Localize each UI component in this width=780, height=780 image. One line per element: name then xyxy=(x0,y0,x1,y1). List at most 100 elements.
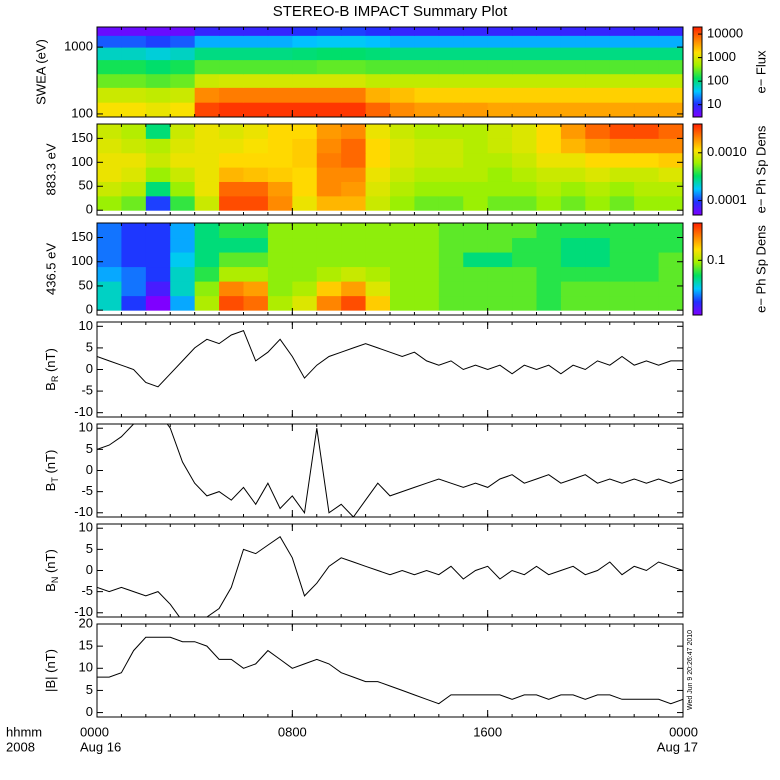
spectrogram-cell xyxy=(536,47,562,61)
y-axis-label: 436.5 eV xyxy=(43,243,58,295)
spectrogram-cell xyxy=(145,87,171,103)
spectrogram-cell xyxy=(243,138,269,154)
spectrogram-cell xyxy=(316,195,342,211)
spectrogram-cell xyxy=(487,73,513,88)
spectrogram-cell xyxy=(609,27,635,36)
y-label-unit: (nT) xyxy=(43,649,58,676)
colorbar xyxy=(692,26,703,118)
spectrogram-cell xyxy=(341,35,367,48)
spectrogram-cell xyxy=(560,102,586,117)
spectrogram-cell xyxy=(609,73,635,88)
spectrogram-cell xyxy=(170,281,196,297)
spectrogram-cell xyxy=(365,27,391,36)
spectrogram-cell xyxy=(390,59,415,75)
spectrogram-cell xyxy=(634,195,660,211)
spectrogram-cell xyxy=(634,295,660,311)
spectrogram-cell xyxy=(609,124,635,139)
spectrogram-cell xyxy=(390,295,415,311)
spectrogram-cell xyxy=(658,167,683,182)
y-tick-label: 0 xyxy=(86,202,93,217)
spectrogram-cell xyxy=(512,138,537,154)
spectrogram-cell xyxy=(341,295,367,311)
spectrogram-cell xyxy=(609,266,635,282)
spectrogram-cell xyxy=(292,138,318,154)
spectrogram-cell xyxy=(560,167,586,182)
spectrogram-cell xyxy=(438,59,464,75)
spectrogram-cell xyxy=(365,223,391,239)
spectrogram-cell xyxy=(585,181,611,197)
spectrogram-cell xyxy=(487,138,513,154)
spectrogram-cell xyxy=(365,124,391,139)
y-tick-label: 0 xyxy=(86,704,93,719)
spectrogram-cell xyxy=(267,102,293,117)
spectrogram-cell xyxy=(634,181,660,197)
y-tick-label: -5 xyxy=(81,583,93,598)
x-tick-date: Aug 17 xyxy=(657,739,698,754)
spectrogram-cell xyxy=(170,266,196,282)
x-tick-date: Aug 16 xyxy=(80,739,121,754)
field-trace xyxy=(97,329,683,388)
spectrogram-cell xyxy=(512,124,537,139)
spectrogram-cell xyxy=(560,223,586,239)
y-tick-label: 100 xyxy=(71,253,93,268)
colorbar xyxy=(692,222,703,316)
spectrogram-cell xyxy=(97,59,122,75)
spectrogram-cell xyxy=(463,295,489,311)
y-label-unit: (nT) xyxy=(43,450,58,477)
spectrogram-cell xyxy=(145,195,171,211)
spectrogram-cell xyxy=(560,195,586,211)
y-label-symbol: |B| xyxy=(43,677,58,692)
y-axis-label: |B| (nT) xyxy=(43,649,58,692)
spectrogram-cell xyxy=(536,73,562,88)
spectrogram-cell xyxy=(658,73,683,88)
colorbar-tick-label: 100 xyxy=(707,73,729,88)
spectrogram-cell xyxy=(365,73,391,88)
spectrogram-cell xyxy=(634,223,660,239)
spectrogram-cell xyxy=(194,181,220,197)
colorbar-title: e− Flux xyxy=(753,50,768,93)
spectrogram-cell xyxy=(292,181,318,197)
spectrogram-cell xyxy=(658,252,683,268)
spectrogram-cell xyxy=(438,73,464,88)
panel-frame xyxy=(96,623,684,718)
spectrogram-cell xyxy=(609,102,635,117)
y-tick-label: -10 xyxy=(74,504,93,519)
spectrogram-cell xyxy=(267,138,293,154)
spectrogram-cell xyxy=(219,47,244,61)
spectrogram-cell xyxy=(341,138,367,154)
spectrogram-cell xyxy=(121,102,147,117)
spectrogram-cell xyxy=(267,27,293,36)
x-tick-label: 0000 xyxy=(669,724,698,739)
spectrogram-cell xyxy=(463,59,489,75)
spectrogram-cell xyxy=(243,59,269,75)
y-axis-label: SWEA (eV) xyxy=(33,39,48,105)
spectrogram-cell xyxy=(365,167,391,182)
spectrogram-cell xyxy=(243,281,269,297)
spectrogram-cell xyxy=(97,281,122,297)
spectrogram-cell xyxy=(634,252,660,268)
y-tick-label: -5 xyxy=(81,383,93,398)
spectrogram-cell xyxy=(634,124,660,139)
y-tick-label: 5 xyxy=(86,682,93,697)
spectrogram-cell xyxy=(316,266,342,282)
spectrogram-cell xyxy=(560,295,586,311)
field-trace xyxy=(97,636,683,705)
y-tick-label: 100 xyxy=(71,105,93,120)
spectrogram-cell xyxy=(145,295,171,311)
spectrogram-cell xyxy=(560,87,586,103)
spectrogram-cell xyxy=(194,138,220,154)
spectrogram-cell xyxy=(97,35,122,48)
spectrogram-cell xyxy=(170,35,196,48)
spectrogram-cell xyxy=(267,295,293,311)
spectrogram-cell xyxy=(414,47,440,61)
spectrogram-cell xyxy=(316,124,342,139)
spectrogram-cell xyxy=(194,47,220,61)
colorbar-tick-label: 0.0010 xyxy=(707,144,747,159)
spectrogram-cell xyxy=(194,35,220,48)
spectrogram-cell xyxy=(414,181,440,197)
spectrogram-cell xyxy=(194,59,220,75)
spectrogram-cell xyxy=(390,167,415,182)
spectrogram-cell xyxy=(658,281,683,297)
spectrogram-cell xyxy=(609,252,635,268)
